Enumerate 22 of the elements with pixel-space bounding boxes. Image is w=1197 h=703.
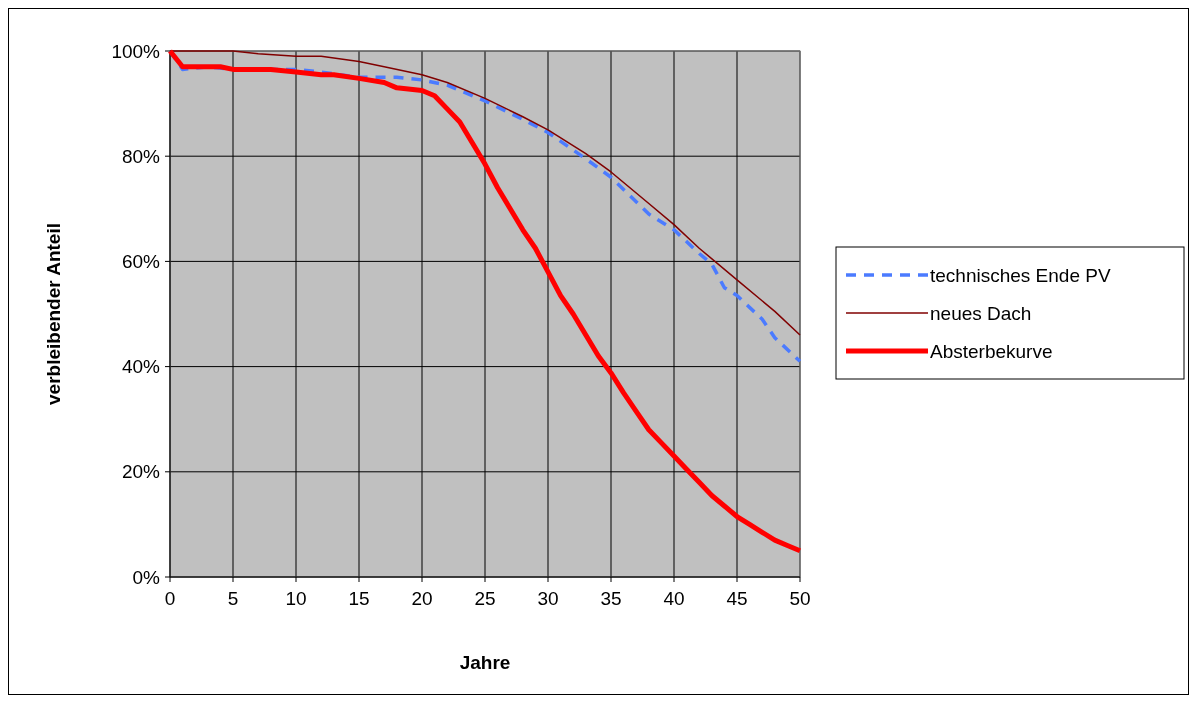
x-axis-title: Jahre bbox=[459, 652, 511, 673]
y-tick-label: 20% bbox=[121, 461, 161, 483]
x-tick-label: 20 bbox=[411, 588, 433, 609]
y-tick-label: 80% bbox=[121, 145, 161, 167]
y-axis-title: verbleibender Anteil bbox=[43, 223, 64, 405]
y-tick-label: 40% bbox=[121, 356, 161, 378]
x-tick-label: 5 bbox=[227, 588, 239, 609]
x-tick-label: 25 bbox=[474, 588, 496, 609]
legend-label: neues Dach bbox=[930, 302, 1032, 324]
x-tick-label: 40 bbox=[663, 588, 685, 609]
y-tick-label: 60% bbox=[121, 251, 161, 273]
x-tick-label: 10 bbox=[285, 588, 307, 609]
x-tick-label: 35 bbox=[600, 588, 622, 609]
y-tick-label: 100% bbox=[111, 40, 161, 62]
y-tick-label: 0% bbox=[132, 566, 161, 588]
x-tick-label: 30 bbox=[537, 588, 559, 609]
x-tick-label: 0 bbox=[164, 588, 176, 609]
x-tick-label: 15 bbox=[348, 588, 370, 609]
legend-label: Absterbekurve bbox=[930, 340, 1053, 362]
x-tick-label: 50 bbox=[789, 588, 811, 609]
x-tick-label: 45 bbox=[726, 588, 748, 609]
legend-label: technisches Ende PV bbox=[930, 264, 1111, 286]
